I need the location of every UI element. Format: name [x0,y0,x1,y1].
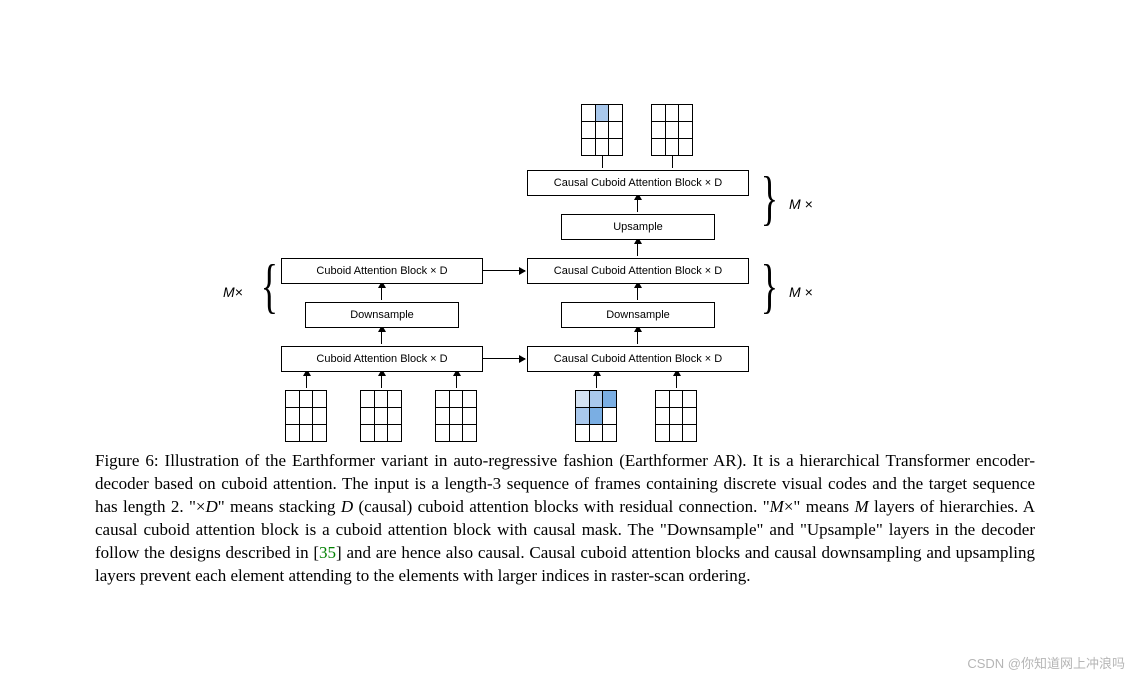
brace-right-icon: } [761,256,778,316]
arrow-up-icon [637,238,638,256]
var-D: D [205,497,217,516]
decoder-causal-attention-block-2: Causal Cuboid Attention Block × D [527,258,749,284]
var-D: D [341,497,353,516]
block-label: Cuboid Attention Block × D [316,265,447,277]
arrow-up-icon [676,370,677,388]
input-grid-3 [435,390,477,432]
block-label: Cuboid Attention Block × D [316,353,447,365]
mx-label-right-2: M × [789,196,813,212]
arrow-up-icon [381,326,382,344]
arrow-up-icon [456,370,457,388]
decoder-downsample-block: Downsample [561,302,715,328]
decoder-causal-attention-block-1: Causal Cuboid Attention Block × D [527,346,749,372]
encoder-attention-block-2: Cuboid Attention Block × D [281,258,483,284]
arrow-right-icon [483,270,525,271]
output-grid-1-shaded [581,104,623,146]
arrow-up-icon [306,370,307,388]
figure-label: Figure 6: [95,451,159,470]
output-grid-2 [651,104,693,146]
figure-caption: Figure 6: Illustration of the Earthforme… [95,450,1035,588]
block-label: Causal Cuboid Attention Block × D [554,177,722,189]
arrow-up-icon [596,370,597,388]
block-label: Downsample [606,309,670,321]
arrow-up-icon [381,370,382,388]
input-grid-1 [285,390,327,432]
arrow-right-icon [483,358,525,359]
encoder-downsample-block: Downsample [305,302,459,328]
arrow-up-icon [381,282,382,300]
brace-left-icon: { [261,256,278,316]
arrow-up-icon [637,326,638,344]
caption-text: (causal) cuboid attention blocks with re… [353,497,770,516]
decoder-causal-attention-block-3: Causal Cuboid Attention Block × D [527,170,749,196]
caption-text: " means stacking [218,497,341,516]
block-label: Downsample [350,309,414,321]
block-label: Causal Cuboid Attention Block × D [554,265,722,277]
target-grid-1-shaded [575,390,617,432]
decoder-upsample-block: Upsample [561,214,715,240]
architecture-diagram: Cuboid Attention Block × D Downsample Cu… [215,20,915,440]
target-grid-2 [655,390,697,432]
mx-label-left: M× [223,284,243,300]
var-M: M [855,497,869,516]
input-grid-2 [360,390,402,432]
encoder-attention-block-1: Cuboid Attention Block × D [281,346,483,372]
figure-wrapper: Cuboid Attention Block × D Downsample Cu… [95,20,1035,588]
mx-label-right-1: M × [789,284,813,300]
block-label: Causal Cuboid Attention Block × D [554,353,722,365]
arrow-up-icon [637,282,638,300]
watermark-text: CSDN @你知道网上冲浪吗 [967,653,1125,672]
block-label: Upsample [613,221,663,233]
arrow-up-icon [637,194,638,212]
caption-text: ×" means [784,497,855,516]
var-M: M [770,497,784,516]
citation-ref[interactable]: 35 [319,543,336,562]
brace-right-icon: } [761,168,778,228]
